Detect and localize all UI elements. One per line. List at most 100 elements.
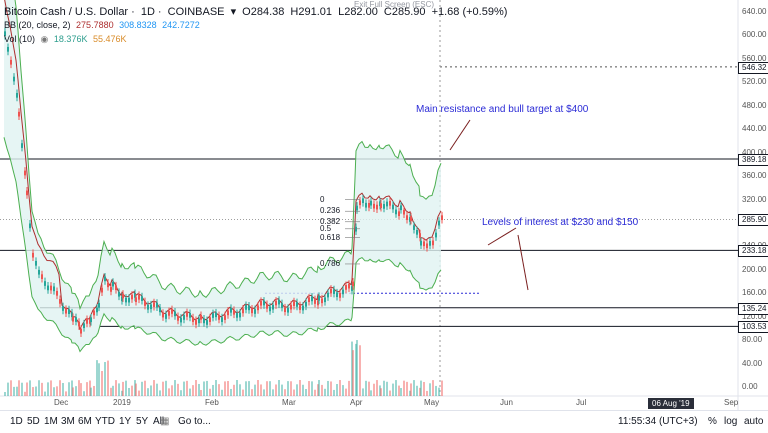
volume-bar <box>7 382 9 396</box>
volume-bar <box>32 387 34 396</box>
volume-bar <box>379 385 381 396</box>
volume-bar <box>71 380 73 396</box>
candle-body <box>112 281 114 287</box>
candle-body <box>138 294 140 300</box>
candle-body <box>406 215 408 220</box>
candle-body <box>75 317 77 322</box>
volume-bar <box>16 386 18 396</box>
candle-body <box>373 203 375 209</box>
volume-bar <box>177 383 179 396</box>
volume-bar <box>183 381 185 396</box>
vol-legend[interactable]: Vol (10) ◉ 18.376K 55.476K <box>4 34 130 45</box>
candle-body <box>248 305 250 311</box>
volume-bar <box>41 382 43 396</box>
price-chart[interactable] <box>0 0 768 410</box>
volume-bar <box>383 380 385 396</box>
range-button-all[interactable]: All <box>153 416 165 427</box>
candle-body <box>141 296 143 301</box>
bb-label: BB (20, close, 2) <box>4 20 71 30</box>
volume-bar <box>362 388 364 396</box>
range-button-6m[interactable]: 6M <box>78 416 92 427</box>
range-button-1y[interactable]: 1Y <box>119 416 132 427</box>
candle-body <box>121 296 123 302</box>
volume-bar <box>4 392 6 396</box>
candle-body <box>147 304 149 310</box>
range-button-ytd[interactable]: YTD <box>95 416 115 427</box>
candle-body <box>13 76 15 82</box>
volume-bar <box>227 381 229 396</box>
candle-body <box>198 318 200 324</box>
candle-body <box>330 288 332 294</box>
volume-bar <box>68 382 70 396</box>
percent-toggle[interactable]: % <box>708 416 717 427</box>
volume-bar <box>359 345 361 396</box>
volume-bar <box>195 380 197 396</box>
candle-body <box>435 232 437 238</box>
interval-label[interactable]: 1D <box>140 6 155 18</box>
candle-body <box>59 299 61 304</box>
auto-toggle[interactable]: auto <box>744 416 764 427</box>
open-value: O284.38 <box>242 6 285 18</box>
clock-readout[interactable]: 11:55:34 (UTC+3) <box>618 416 698 427</box>
candle-body <box>398 211 400 217</box>
candle-body <box>400 205 402 211</box>
volume-bar <box>386 381 388 396</box>
fib-level-label: 0.236 <box>320 206 341 216</box>
candle-body <box>266 303 268 309</box>
candle-body <box>293 301 295 306</box>
range-button-5y[interactable]: 5Y <box>136 416 149 427</box>
price-tag: 285.90 <box>738 214 768 227</box>
volume-bar <box>398 385 400 396</box>
bb-legend[interactable]: BB (20, close, 2) 275.7880 308.8328 242.… <box>4 20 203 30</box>
candle-body <box>345 285 347 290</box>
volume-bar <box>400 388 402 396</box>
price-axis-label: 320.00 <box>742 194 767 204</box>
volume-bar <box>192 385 194 396</box>
volume-bar <box>409 390 411 396</box>
candle-body <box>392 204 394 210</box>
fib-level-label: 0.382 <box>320 216 341 226</box>
volume-bar <box>420 380 422 396</box>
candle-body <box>426 243 428 249</box>
high-value: H291.01 <box>290 6 333 18</box>
close-value: C285.90 <box>383 6 426 18</box>
range-button-1d[interactable]: 1D <box>10 416 23 427</box>
low-value: L282.00 <box>338 6 378 18</box>
volume-bar <box>392 383 394 396</box>
candle-body <box>50 285 52 291</box>
fib-level-label: 0.786 <box>320 258 341 268</box>
candle-body <box>352 281 354 287</box>
goto-button[interactable]: Go to... <box>178 416 211 427</box>
exit-fullscreen-hint[interactable]: Exit Full Screen (ESC) <box>354 0 435 9</box>
candle-body <box>362 198 364 204</box>
candle-body <box>278 299 280 305</box>
volume-bar <box>56 386 58 396</box>
volume-bar <box>65 391 67 396</box>
candle-body <box>131 294 133 300</box>
candle-body <box>18 111 20 117</box>
candle-body <box>324 297 326 303</box>
volume-bar <box>128 387 130 396</box>
candle-body <box>260 300 262 306</box>
symbol-name[interactable]: Bitcoin Cash / U.S. Dollar <box>4 6 129 18</box>
candle-body <box>245 305 247 310</box>
candle-body <box>302 305 304 311</box>
volume-bar <box>153 380 155 396</box>
range-button-5d[interactable]: 5D <box>27 416 40 427</box>
range-button-3m[interactable]: 3M <box>61 416 75 427</box>
candle-body <box>383 204 385 209</box>
eye-icon[interactable]: ◉ <box>40 34 49 44</box>
chevron-down-icon[interactable]: ▾ <box>230 6 237 18</box>
log-toggle[interactable]: log <box>724 416 738 427</box>
candle-body <box>192 317 194 322</box>
range-button-1m[interactable]: 1M <box>44 416 58 427</box>
volume-bar <box>118 383 120 396</box>
candle-body <box>441 215 443 221</box>
volume-bar <box>138 390 140 396</box>
volume-bar <box>209 388 211 396</box>
candle-body <box>83 323 85 329</box>
time-axis-label: Dec <box>54 398 69 407</box>
candle-body <box>195 320 197 325</box>
price-axis-label: 600.00 <box>742 30 767 40</box>
calendar-icon[interactable]: ▦ <box>160 416 170 427</box>
